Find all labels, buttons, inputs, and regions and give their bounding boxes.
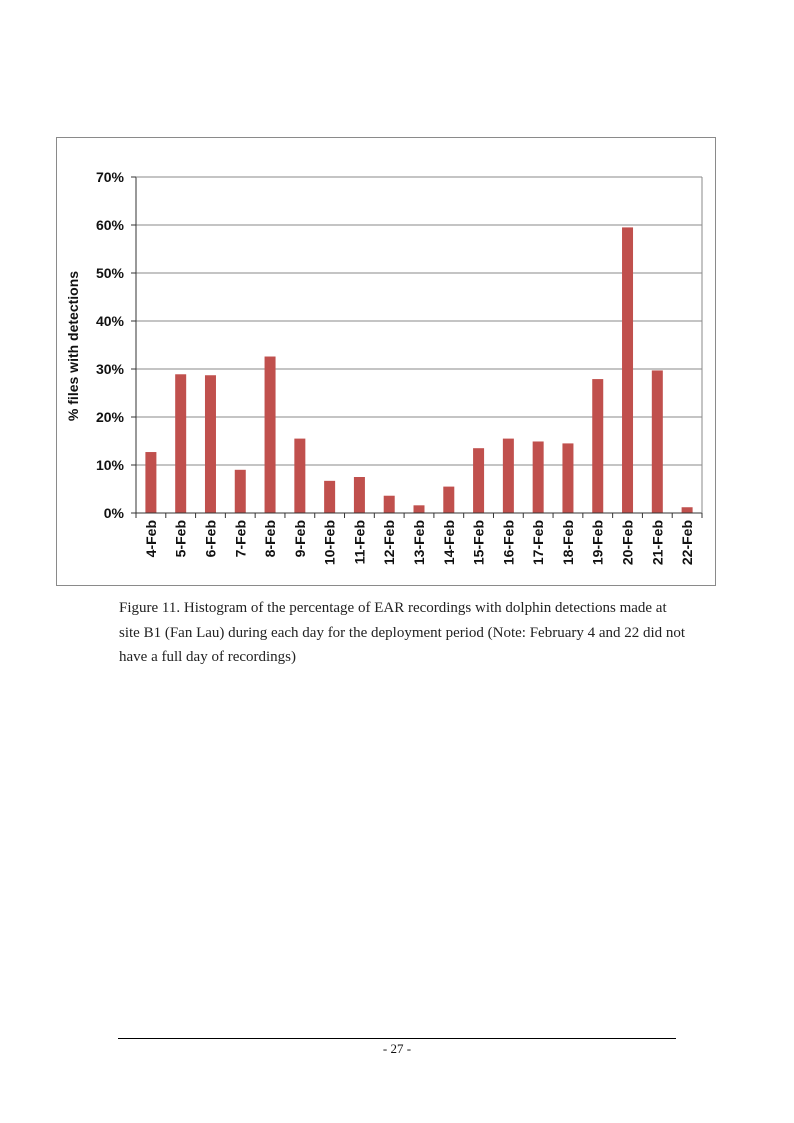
bar-6-Feb [204,375,216,513]
bar-15-Feb [473,448,485,513]
bar-5-Feb [175,374,187,513]
y-tick-labels: 0% 10% 20% 30% 40% 50% 60% 70% [96,169,125,521]
y-axis-label: % files with detections [65,271,81,421]
bar-18-Feb [562,443,574,513]
bar-9-Feb [294,438,306,513]
x-tick-label-20-Feb: 20-Feb [620,520,636,565]
bar-7-Feb [234,469,246,513]
x-tick-label-17-Feb: 17-Feb [530,520,546,565]
bar-chart: 0% 10% 20% 30% 40% 50% 60% 70% 4-Feb 5-Feb 6-Feb 7… [65,169,703,565]
x-tick-label-16-Feb: 16-Feb [500,520,516,565]
x-tick-label-21-Feb: 21-Feb [649,520,665,565]
bar-4-Feb [145,452,157,513]
axes [131,176,703,518]
chart-frame: 0% 10% 20% 30% 40% 50% 60% 70% 4-Feb 5-Feb 6-Feb 7… [56,137,716,586]
footer-divider [118,1038,676,1039]
y-tick-label-7: 70% [96,169,125,185]
bar-22-Feb [681,507,693,513]
y-tick-label-2: 20% [96,409,125,425]
bars [145,227,693,513]
y-tick-label-4: 40% [96,313,125,329]
x-tick-label-6-Feb: 6-Feb [202,520,218,557]
x-tick-label-8-Feb: 8-Feb [262,520,278,557]
bar-21-Feb [651,370,663,513]
y-tick-label-3: 30% [96,361,125,377]
x-tick-label-18-Feb: 18-Feb [560,520,576,565]
x-tick-label-14-Feb: 14-Feb [441,520,457,565]
y-tick-label-1: 10% [96,457,125,473]
x-tick-label-19-Feb: 19-Feb [590,520,606,565]
x-tick-label-22-Feb: 22-Feb [679,520,695,565]
y-tick-label-5: 50% [96,265,125,281]
y-tick-label-0: 0% [104,505,125,521]
figure-caption: Figure 11. Histogram of the percentage o… [119,600,686,665]
bar-20-Feb [622,227,634,513]
bar-10-Feb [324,480,336,513]
x-tick-labels: 4-Feb 5-Feb 6-Feb 7-Feb 8-Feb 9-Feb 10-Feb 11-F… [143,520,695,565]
bar-16-Feb [502,438,514,513]
x-tick-label-9-Feb: 9-Feb [292,520,308,557]
page-number: - 27 - [382,1041,412,1056]
bar-17-Feb [532,441,544,513]
bar-14-Feb [443,486,455,513]
x-tick-label-15-Feb: 15-Feb [471,520,487,565]
x-tick-label-10-Feb: 10-Feb [322,520,338,565]
x-tick-label-12-Feb: 12-Feb [381,520,397,565]
x-tick-label-5-Feb: 5-Feb [173,520,189,557]
y-tick-label-6: 60% [96,217,125,233]
x-tick-label-11-Feb: 11-Feb [351,520,367,564]
gridlines [136,176,702,466]
x-tick-label-4-Feb: 4-Feb [143,520,159,557]
bar-13-Feb [413,505,425,513]
bar-19-Feb [592,379,604,513]
bar-11-Feb [353,477,365,513]
bar-12-Feb [383,495,395,513]
x-tick-label-13-Feb: 13-Feb [411,520,427,565]
bar-8-Feb [264,356,276,513]
x-tick-label-7-Feb: 7-Feb [232,520,248,557]
